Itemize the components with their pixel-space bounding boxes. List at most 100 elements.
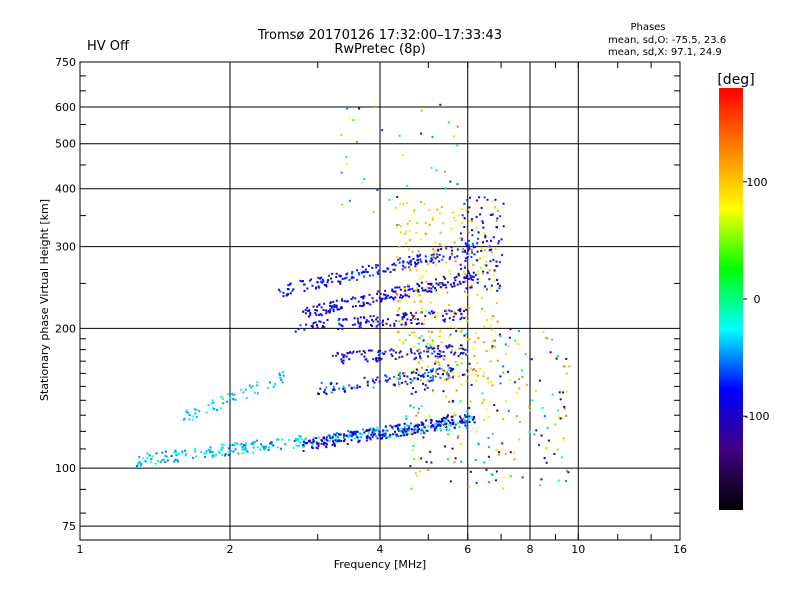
- data-point: [468, 421, 471, 423]
- data-point: [395, 433, 398, 436]
- data-point: [356, 430, 359, 433]
- data-point: [335, 306, 338, 309]
- data-point: [431, 370, 434, 372]
- data-point: [342, 434, 345, 437]
- data-point: [245, 396, 248, 399]
- data-point: [404, 232, 407, 235]
- data-point: [485, 260, 488, 263]
- data-point: [557, 448, 560, 451]
- data-point: [412, 387, 415, 390]
- data-point: [422, 376, 425, 378]
- data-point: [451, 399, 454, 402]
- data-point: [415, 371, 418, 374]
- data-point: [397, 374, 400, 376]
- data-point: [311, 284, 314, 287]
- data-point: [389, 324, 392, 327]
- data-point: [397, 314, 400, 317]
- data-point: [388, 198, 391, 201]
- data-point: [230, 450, 233, 452]
- data-point: [399, 434, 402, 437]
- data-point: [452, 319, 455, 321]
- data-point: [494, 345, 497, 348]
- data-point: [333, 443, 336, 446]
- data-point: [412, 430, 415, 433]
- data-point: [302, 445, 305, 448]
- data-point: [452, 421, 455, 424]
- data-point: [442, 358, 445, 361]
- data-point: [415, 427, 418, 430]
- data-point: [228, 451, 231, 454]
- data-point: [375, 429, 378, 432]
- data-point: [463, 290, 466, 293]
- data-point: [253, 440, 256, 443]
- data-point: [417, 411, 420, 414]
- data-point: [476, 362, 479, 365]
- data-point: [465, 316, 468, 319]
- data-point: [411, 331, 414, 334]
- data-point: [265, 445, 267, 448]
- data-point: [192, 456, 195, 459]
- stats-o: mean, sd,O: -75.5, 23.6: [608, 35, 726, 46]
- data-point: [433, 311, 436, 314]
- data-point: [444, 417, 447, 420]
- data-point: [399, 202, 402, 205]
- data-point: [481, 220, 484, 223]
- data-point: [437, 283, 440, 286]
- data-point: [374, 429, 377, 432]
- data-point: [325, 386, 328, 389]
- data-point: [332, 300, 335, 303]
- data-point: [412, 317, 414, 320]
- data-point: [449, 333, 452, 336]
- data-point: [322, 441, 325, 444]
- data-point: [453, 461, 456, 464]
- data-point: [363, 275, 365, 278]
- data-point: [337, 328, 339, 331]
- data-point: [431, 136, 434, 138]
- data-point: [139, 461, 141, 464]
- data-point: [471, 369, 474, 372]
- data-point: [331, 443, 334, 446]
- data-point: [451, 212, 454, 215]
- data-point: [480, 207, 483, 209]
- data-point: [427, 330, 430, 333]
- data-point: [403, 372, 406, 375]
- data-point: [418, 348, 421, 351]
- data-point: [434, 264, 437, 267]
- data-point: [220, 453, 223, 456]
- data-point: [353, 437, 356, 440]
- data-point: [474, 332, 477, 335]
- data-point: [491, 473, 494, 476]
- data-point: [472, 271, 475, 274]
- data-point: [357, 300, 360, 303]
- data-point: [442, 421, 445, 424]
- data-point: [239, 443, 242, 446]
- data-point: [227, 447, 230, 450]
- data-point: [384, 429, 387, 432]
- data-point: [162, 458, 165, 461]
- data-point: [499, 284, 501, 287]
- data-point: [352, 433, 355, 436]
- data-point: [229, 397, 232, 400]
- data-point: [498, 261, 501, 264]
- data-point: [380, 300, 383, 303]
- data-point: [420, 405, 423, 408]
- data-point: [565, 390, 568, 393]
- data-point: [465, 308, 467, 311]
- data-point: [389, 424, 392, 427]
- data-point: [470, 416, 473, 419]
- data-point: [416, 221, 419, 224]
- data-point: [429, 369, 432, 372]
- data-point: [464, 260, 467, 262]
- data-point: [475, 259, 478, 262]
- data-point: [294, 438, 297, 441]
- data-point: [477, 443, 480, 446]
- data-point: [444, 187, 447, 190]
- data-point: [384, 425, 387, 428]
- data-point: [406, 353, 409, 356]
- data-point: [340, 324, 343, 327]
- data-point: [268, 446, 271, 449]
- data-point: [475, 430, 478, 433]
- data-point: [421, 423, 424, 426]
- data-point: [331, 354, 334, 357]
- data-point: [351, 352, 354, 355]
